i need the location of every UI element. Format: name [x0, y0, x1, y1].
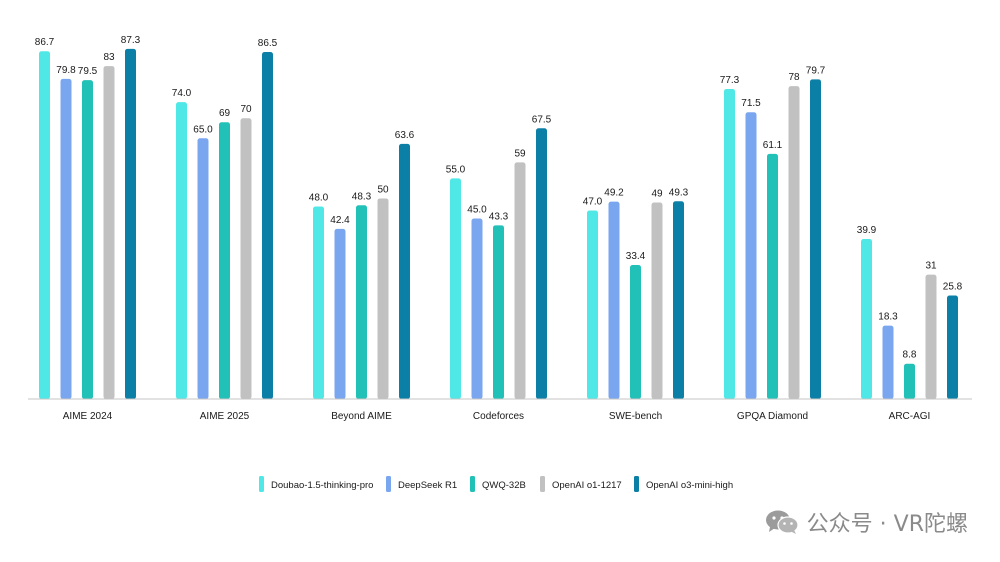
bar: [399, 143, 410, 399]
bar: [630, 265, 641, 399]
value-labels-group: 86.7 79.8 79.5 83 87.3 74.0 65.0 69 70 86.5 48.0 42…: [35, 35, 963, 361]
data-label: 87.3: [121, 35, 141, 46]
data-label: 71.5: [741, 98, 761, 109]
data-label: 70: [240, 104, 252, 115]
category-tick-label: AIME 2025: [200, 411, 250, 422]
legend-entry: OpenAI o1-1217: [552, 480, 622, 491]
bar: [514, 162, 526, 399]
data-label: 8.8: [903, 350, 917, 361]
bar: [925, 274, 937, 399]
bar: [673, 201, 684, 399]
data-label: 67.5: [532, 114, 552, 125]
data-label: 77.3: [720, 75, 740, 86]
bar: [587, 210, 598, 399]
bar: [861, 238, 872, 399]
category-tick-label: Beyond AIME: [331, 411, 392, 422]
bar: [904, 363, 915, 399]
data-label: 49.3: [669, 187, 689, 198]
legend-swatch: [540, 476, 545, 492]
legend-swatch: [634, 476, 639, 492]
legend-entry: QWQ-32B: [482, 480, 526, 491]
bar: [724, 88, 735, 400]
category-tick-label: Codeforces: [473, 411, 524, 422]
bar: [767, 153, 778, 399]
legend-entry: Doubao-1.5-thinking-pro: [271, 480, 373, 491]
category-tick-label: SWE-bench: [609, 411, 662, 422]
data-label: 86.7: [35, 37, 55, 48]
bar: [103, 66, 115, 400]
data-label: 45.0: [467, 205, 487, 216]
bar: [176, 102, 187, 399]
bar: [39, 51, 50, 400]
bar: [240, 118, 252, 399]
bars-group: [39, 48, 958, 400]
legend-entry: DeepSeek R1: [398, 480, 457, 491]
data-label: 33.4: [626, 251, 646, 262]
data-label: 83: [103, 52, 115, 63]
bar: [356, 205, 367, 399]
bar: [82, 80, 93, 399]
category-tick-label: GPQA Diamond: [737, 411, 808, 422]
data-label: 48.3: [352, 191, 372, 202]
legend-swatch: [470, 476, 475, 492]
category-labels-group: AIME 2024 AIME 2025 Beyond AIME Codeforces S…: [63, 411, 931, 422]
category-tick-label: ARC-AGI: [889, 411, 931, 422]
bar: [536, 128, 547, 399]
data-label: 79.7: [806, 65, 826, 76]
bar: [262, 52, 273, 400]
bar: [60, 78, 72, 399]
bar: [313, 206, 324, 399]
data-label: 65.0: [193, 124, 213, 135]
bar: [651, 202, 663, 399]
data-label: 78: [788, 72, 800, 83]
watermark-text: 公众号 · VR陀螺: [806, 512, 968, 537]
bar: [788, 86, 800, 399]
bar: [810, 79, 821, 399]
data-label: 43.3: [489, 211, 509, 222]
bar: [471, 218, 483, 399]
data-label: 25.8: [943, 282, 963, 293]
bar: [608, 201, 620, 399]
data-label: 48.0: [309, 192, 329, 203]
legend-entry: OpenAI o3-mini-high: [646, 480, 733, 491]
bar: [882, 325, 894, 399]
data-label: 42.4: [330, 215, 350, 226]
data-label: 50: [377, 184, 389, 195]
legend-swatch: [259, 476, 264, 492]
data-label: 47.0: [583, 196, 603, 207]
bar: [947, 295, 958, 399]
bar: [197, 138, 209, 399]
data-label: 18.3: [878, 312, 898, 323]
data-label: 39.9: [857, 225, 877, 236]
bar: [334, 228, 346, 399]
bar: [493, 225, 504, 399]
data-label: 31: [925, 261, 937, 272]
data-label: 79.8: [56, 65, 76, 76]
data-label: 86.5: [258, 38, 278, 49]
bar: [377, 198, 389, 399]
data-label: 74.0: [172, 88, 192, 99]
bar: [450, 178, 461, 399]
category-tick-label: AIME 2024: [63, 411, 113, 422]
bar: [125, 48, 136, 399]
data-label: 63.6: [395, 130, 415, 141]
watermark: 公众号 · VR陀螺: [765, 506, 968, 538]
bar: [745, 112, 757, 399]
data-label: 61.1: [763, 140, 783, 151]
bar: [219, 122, 230, 399]
data-label: 55.0: [446, 164, 466, 175]
data-label: 59: [514, 148, 526, 159]
legend: Doubao-1.5-thinking-pro DeepSeek R1 QWQ-32…: [259, 476, 733, 492]
data-label: 79.5: [78, 66, 98, 77]
data-label: 49.2: [604, 188, 624, 199]
data-label: 49: [651, 188, 663, 199]
wechat-icon: [765, 510, 799, 534]
legend-swatch: [386, 476, 391, 492]
data-label: 69: [219, 108, 231, 119]
